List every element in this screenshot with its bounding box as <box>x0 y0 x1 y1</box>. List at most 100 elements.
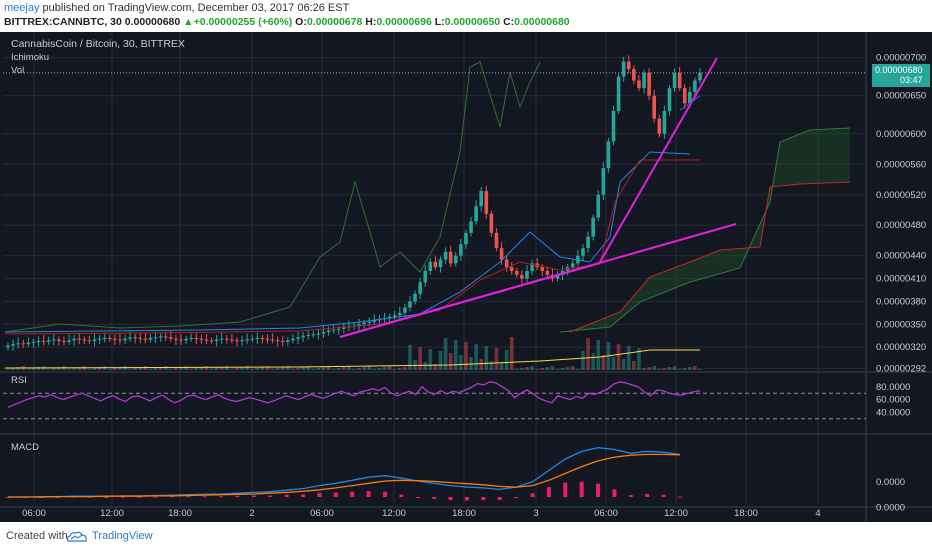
candle-body <box>581 248 585 256</box>
candle-body <box>224 338 229 340</box>
candle-body <box>479 190 484 207</box>
candle-body <box>606 141 611 169</box>
volume-bar <box>219 367 224 370</box>
volume-bar <box>291 369 295 370</box>
volume-bar <box>26 369 31 370</box>
candle-body <box>26 342 31 345</box>
volume-bar <box>153 368 158 370</box>
candle-body <box>438 259 443 268</box>
candle-body <box>423 270 428 283</box>
candle-body <box>31 341 36 343</box>
candle-body <box>642 72 646 89</box>
volume-bar <box>408 345 412 370</box>
x-tick-label: 12:00 <box>100 508 124 519</box>
candle-body <box>286 340 290 342</box>
candle-body <box>107 338 112 339</box>
candle-body <box>194 338 199 339</box>
volume-bar <box>118 367 122 370</box>
candle-body <box>459 244 463 256</box>
volume-bar <box>555 369 560 370</box>
chart-canvas[interactable]: 0.00000700 0.00000650 0.00000600 0.00000560… <box>0 32 932 522</box>
macd-histogram-bar <box>645 493 650 497</box>
volume-bar <box>403 367 407 370</box>
volume-bar <box>550 366 555 370</box>
candle-body <box>443 251 448 260</box>
candle-body <box>321 331 326 334</box>
candle-body <box>336 328 341 330</box>
candle-body <box>46 340 51 342</box>
candle-body <box>11 344 15 346</box>
candle-body <box>540 267 545 271</box>
footer: Created with TradingView <box>0 522 932 550</box>
x-tick-label: 18:00 <box>452 508 476 519</box>
volume-bar <box>611 357 616 370</box>
candle-body <box>698 72 702 81</box>
candle-body <box>616 76 621 111</box>
volume-bar <box>520 368 524 370</box>
volume-bar <box>693 366 697 370</box>
rsi-label[interactable]: RSI <box>11 375 27 386</box>
volume-bar <box>46 369 51 370</box>
candle-body <box>509 267 514 271</box>
vol-label[interactable]: Vol <box>11 65 25 76</box>
volume-bar <box>652 366 657 370</box>
candle-body <box>113 338 117 340</box>
volume-bar <box>565 367 570 370</box>
volume-bar <box>255 368 260 370</box>
candle-body <box>433 261 438 268</box>
candle-body <box>601 168 606 195</box>
y-tick-label: 0.00000320 <box>876 342 926 353</box>
x-tick-label: 18:00 <box>168 508 192 519</box>
candle-body <box>148 338 153 340</box>
volume-bar <box>270 369 275 370</box>
volume-bar <box>581 351 585 370</box>
kijun-line <box>4 159 700 335</box>
chart-area[interactable]: 0.00000700 0.00000650 0.00000600 0.00000560… <box>0 32 932 522</box>
volume-bar <box>326 366 331 370</box>
current-price-value: 0.00000680 <box>875 65 923 75</box>
macd-histogram-bar <box>612 489 617 497</box>
candle-body <box>245 339 249 341</box>
candle-body <box>209 340 214 342</box>
volume-bar <box>362 367 366 370</box>
author-link[interactable]: meejay <box>4 2 40 14</box>
candle-body <box>16 343 20 345</box>
volume-bar <box>387 366 392 370</box>
candle-body <box>270 339 275 341</box>
macd-histogram-bar <box>251 495 256 497</box>
volume-bar <box>72 368 76 370</box>
candle-body <box>626 61 631 70</box>
volume-bar <box>494 348 499 370</box>
candle-body <box>118 339 122 341</box>
rsi-line <box>7 381 701 408</box>
volume-bar <box>163 366 168 370</box>
macd-histogram-bar <box>464 497 469 501</box>
y-tick-label: 0.00000410 <box>876 274 926 285</box>
macd-histogram-bar <box>284 494 289 497</box>
ohlc-line: BITTREX:CANNBTC, 30 0.00000680 ▲+0.00000… <box>4 16 570 28</box>
volume-bar <box>525 367 529 370</box>
volume-bar <box>199 367 204 370</box>
y-tick-label: 0.00000480 <box>876 220 926 231</box>
candle-body <box>51 339 56 341</box>
volume-bar <box>530 366 534 370</box>
candle-body <box>21 343 26 345</box>
volume-bar <box>280 367 285 370</box>
candle-body <box>520 274 524 279</box>
candle-body <box>632 69 636 81</box>
volume-bar <box>158 367 163 370</box>
tradingview-brand[interactable]: TradingView <box>92 530 153 542</box>
volume-bar <box>418 347 422 370</box>
x-tick-label: 2 <box>249 508 254 519</box>
candle-timer: 03:47 <box>900 75 923 85</box>
ichimoku-label[interactable]: Ichimoku <box>11 52 50 63</box>
volume-bar <box>336 368 341 370</box>
candle-body <box>280 341 285 343</box>
macd-histogram-bar <box>317 492 322 497</box>
macd-histogram-bar <box>514 497 519 498</box>
volume-bar <box>372 369 377 370</box>
macd-label[interactable]: MACD <box>11 442 39 453</box>
ichimoku-cloud <box>560 128 850 332</box>
macd-histogram-bar <box>137 496 142 498</box>
volume-bar <box>667 367 672 370</box>
